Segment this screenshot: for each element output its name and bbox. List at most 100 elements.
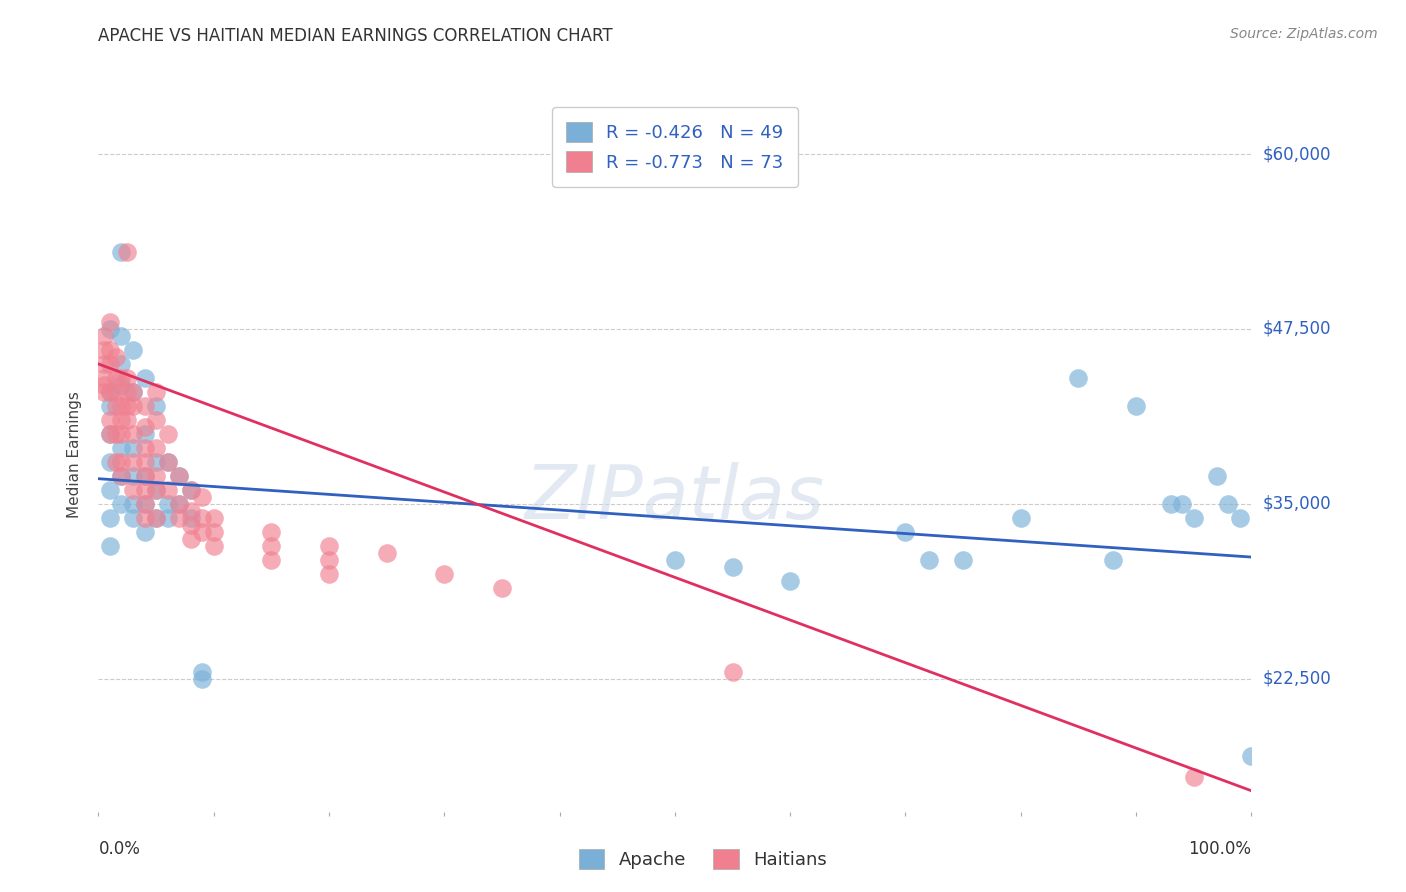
Point <box>134 483 156 497</box>
Point <box>110 413 132 427</box>
Point <box>145 399 167 413</box>
Point <box>110 399 132 413</box>
Point <box>260 539 283 553</box>
Point <box>145 469 167 483</box>
Point <box>1102 553 1125 567</box>
Point <box>122 384 145 399</box>
Point <box>117 371 138 385</box>
Point <box>134 524 156 539</box>
Point <box>156 483 179 497</box>
Legend: Apache, Haitians: Apache, Haitians <box>571 839 835 879</box>
Point <box>117 399 138 413</box>
Point <box>145 413 167 427</box>
Point <box>104 455 127 469</box>
Point <box>110 329 132 343</box>
Point <box>98 357 121 371</box>
Point <box>117 413 138 427</box>
Point <box>375 546 398 560</box>
Point <box>93 384 115 399</box>
Point <box>134 426 156 441</box>
Text: 100.0%: 100.0% <box>1188 840 1251 858</box>
Point <box>260 553 283 567</box>
Point <box>180 504 202 518</box>
Point <box>104 350 127 364</box>
Point <box>98 426 121 441</box>
Point <box>145 455 167 469</box>
Point <box>93 371 115 385</box>
Point <box>98 539 121 553</box>
Point <box>721 559 744 574</box>
Text: $47,500: $47,500 <box>1263 320 1331 338</box>
Point <box>191 490 214 504</box>
Point <box>1182 770 1205 784</box>
Point <box>93 357 115 371</box>
Point <box>122 511 145 525</box>
Point <box>98 399 121 413</box>
Point <box>318 539 340 553</box>
Point <box>93 378 115 392</box>
Point <box>1160 497 1182 511</box>
Point <box>134 399 156 413</box>
Point <box>134 420 156 434</box>
Point <box>122 441 145 455</box>
Point <box>145 384 167 399</box>
Point <box>134 469 156 483</box>
Point <box>110 357 132 371</box>
Point <box>167 469 190 483</box>
Point <box>156 497 179 511</box>
Point <box>664 553 686 567</box>
Point <box>122 483 145 497</box>
Point <box>122 426 145 441</box>
Point <box>110 455 132 469</box>
Point <box>721 665 744 679</box>
Point <box>917 553 939 567</box>
Point <box>1229 511 1251 525</box>
Point <box>98 384 121 399</box>
Point <box>491 581 513 595</box>
Point <box>110 469 132 483</box>
Point <box>180 517 202 532</box>
Point <box>104 426 127 441</box>
Point <box>98 384 121 399</box>
Point <box>260 524 283 539</box>
Point <box>122 384 145 399</box>
Point <box>167 497 190 511</box>
Point <box>156 455 179 469</box>
Point <box>1171 497 1194 511</box>
Point <box>117 245 138 260</box>
Text: $60,000: $60,000 <box>1263 145 1331 163</box>
Point <box>1240 748 1263 763</box>
Point <box>98 426 121 441</box>
Text: $35,000: $35,000 <box>1263 495 1331 513</box>
Point <box>1205 469 1227 483</box>
Point <box>167 511 190 525</box>
Text: Source: ZipAtlas.com: Source: ZipAtlas.com <box>1230 27 1378 41</box>
Point <box>110 245 132 260</box>
Point <box>122 399 145 413</box>
Point <box>122 497 145 511</box>
Text: $22,500: $22,500 <box>1263 670 1331 688</box>
Point <box>98 343 121 357</box>
Point <box>122 469 145 483</box>
Point <box>134 371 156 385</box>
Point <box>1067 371 1090 385</box>
Point <box>110 371 132 385</box>
Point <box>145 511 167 525</box>
Point <box>145 483 167 497</box>
Point <box>156 511 179 525</box>
Point <box>433 566 456 581</box>
Point <box>1125 399 1147 413</box>
Point <box>180 532 202 546</box>
Point <box>180 483 202 497</box>
Text: ZIPatlas: ZIPatlas <box>524 462 825 533</box>
Point <box>98 315 121 329</box>
Point <box>145 441 167 455</box>
Point <box>110 378 132 392</box>
Point <box>202 524 225 539</box>
Point <box>318 566 340 581</box>
Point <box>117 384 138 399</box>
Point <box>191 665 214 679</box>
Point <box>122 343 145 357</box>
Point <box>156 455 179 469</box>
Point <box>202 511 225 525</box>
